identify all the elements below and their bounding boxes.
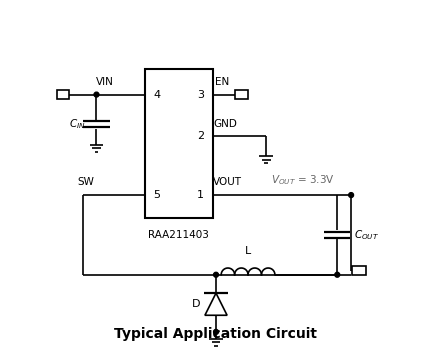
Circle shape <box>213 272 219 277</box>
Text: D: D <box>192 299 200 309</box>
Text: RAA211403: RAA211403 <box>148 230 209 240</box>
Text: VOUT: VOUT <box>213 177 241 187</box>
Text: $C_{IN}$: $C_{IN}$ <box>69 117 86 131</box>
Text: VIN: VIN <box>96 77 114 87</box>
Circle shape <box>349 193 353 197</box>
Text: L: L <box>245 246 251 256</box>
Text: Typical Application Circuit: Typical Application Circuit <box>114 327 318 341</box>
Text: $V_{OUT}$ = 3.3V: $V_{OUT}$ = 3.3V <box>271 174 334 187</box>
Text: 3: 3 <box>197 90 204 100</box>
Text: GND: GND <box>214 119 238 128</box>
Text: EN: EN <box>215 77 229 87</box>
Bar <box>145 69 213 218</box>
Circle shape <box>335 272 340 277</box>
Bar <box>57 90 69 99</box>
Circle shape <box>94 92 99 97</box>
Text: 4: 4 <box>154 90 161 100</box>
Text: 5: 5 <box>154 190 161 200</box>
Text: 2: 2 <box>197 131 204 141</box>
Circle shape <box>213 329 219 334</box>
Bar <box>235 90 248 99</box>
Text: $C_{OUT}$: $C_{OUT}$ <box>354 228 379 242</box>
Bar <box>353 266 365 275</box>
Text: SW: SW <box>77 177 94 187</box>
Text: 1: 1 <box>197 190 204 200</box>
